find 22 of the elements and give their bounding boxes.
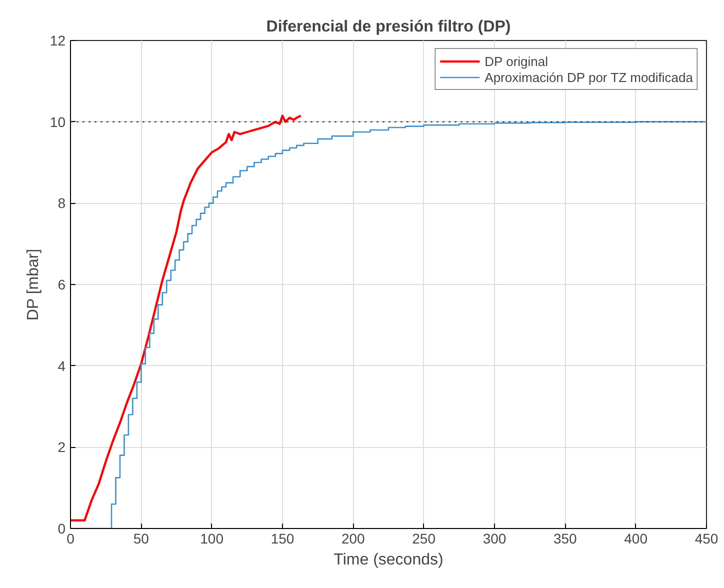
x-tick-label: 200	[341, 530, 366, 546]
legend-label: DP original	[484, 53, 548, 69]
legend-label: Aproximación DP por TZ modificada	[484, 69, 693, 85]
x-tick-label: 450	[694, 530, 718, 546]
x-tick-label: 350	[553, 530, 578, 546]
y-tick-label: 10	[50, 114, 66, 130]
y-axis-title: DP [mbar]	[24, 248, 42, 321]
y-tick-label: 6	[58, 276, 66, 292]
x-tick-label: 150	[270, 530, 294, 546]
line-series	[70, 114, 302, 522]
x-tick-label: 100	[200, 530, 224, 546]
y-tick-label: 0	[58, 520, 66, 536]
y-tick-label: 4	[58, 358, 66, 374]
chart-title: Diferencial de presión filtro (DP)	[266, 18, 511, 36]
x-tick-label: 250	[412, 530, 436, 546]
x-tick-label: 400	[624, 530, 648, 546]
y-tick-label: 12	[50, 32, 66, 48]
x-tick-label: 300	[482, 530, 506, 546]
x-tick-label: 50	[133, 530, 150, 546]
x-axis-title: Time (seconds)	[334, 552, 444, 568]
y-tick-label: 8	[58, 195, 66, 212]
y-tick-label: 2	[58, 439, 66, 456]
